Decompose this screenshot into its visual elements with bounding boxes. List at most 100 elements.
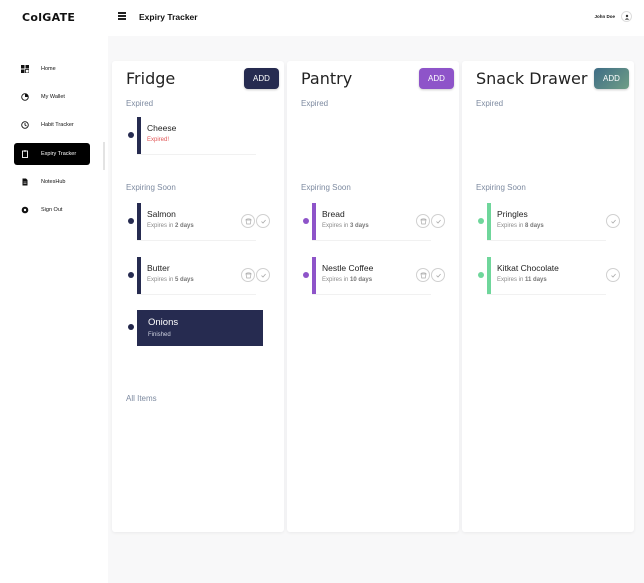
check-button[interactable] — [431, 214, 445, 228]
wallet-icon — [14, 93, 36, 101]
panel-title: Snack Drawer — [476, 69, 588, 88]
list-item[interactable]: Butter Expires in 5 days — [126, 257, 276, 295]
bin-icon — [245, 218, 251, 224]
check-button[interactable] — [256, 268, 270, 282]
check-icon — [435, 219, 441, 224]
sidebar-item-home[interactable]: Home — [14, 58, 90, 80]
sidebar-item-my-wallet[interactable]: My Wallet — [14, 86, 90, 108]
expired-section-label: Expired — [301, 99, 329, 108]
item-divider — [137, 154, 256, 155]
item-name: Nestle Coffee — [322, 263, 374, 273]
sidebar-item-noteshub[interactable]: NotesHub — [14, 171, 90, 193]
check-button[interactable] — [606, 268, 620, 282]
finish-button[interactable] — [241, 214, 255, 228]
check-button[interactable] — [256, 214, 270, 228]
check-icon — [260, 273, 266, 278]
expiry-unit: days — [531, 277, 547, 283]
list-item[interactable]: Salmon Expires in 2 days — [126, 203, 276, 241]
all-items-label[interactable]: All Items — [126, 394, 157, 403]
item-name: Kitkat Chocolate — [497, 263, 559, 273]
expiry-days: 2 — [175, 223, 179, 229]
expiring-soon-section-label: Expiring Soon — [126, 183, 176, 192]
expiry-days: 10 — [350, 277, 357, 283]
item-expiry: Expires in 8 days — [497, 223, 544, 229]
item-bar — [312, 257, 316, 294]
item-name: Bread — [322, 209, 345, 219]
expiry-prefix: Expires in — [497, 277, 526, 283]
finish-button[interactable] — [416, 214, 430, 228]
check-icon — [260, 219, 266, 224]
expired-section-label: Expired — [126, 99, 154, 108]
main-content: Fridge ADD Expired Cheese Expired! Expir… — [108, 36, 644, 583]
top-bar: Expiry Tracker John Doe — [108, 0, 644, 36]
bin-icon — [420, 218, 426, 224]
sidebar-item-label: Expiry Tracker — [41, 151, 77, 157]
item-expiry: Expires in 10 days — [322, 277, 372, 283]
check-icon — [610, 273, 616, 278]
expired-section-label: Expired — [476, 99, 504, 108]
item-expiry: Expires in 11 days — [497, 277, 547, 283]
check-button[interactable] — [606, 214, 620, 228]
power-icon — [14, 206, 36, 214]
panel-title: Fridge — [126, 69, 176, 88]
panel-title: Pantry — [301, 69, 353, 88]
expiry-unit: days — [356, 277, 373, 283]
finish-button[interactable] — [416, 268, 430, 282]
list-item[interactable]: Bread Expires in 3 days — [301, 203, 451, 241]
fridge-panel: Fridge ADD Expired Cheese Expired! Expir… — [112, 61, 284, 532]
sidebar-item-label: NotesHub — [41, 179, 66, 185]
finished-item[interactable]: Onions Finished — [126, 310, 276, 346]
item-bar — [312, 203, 316, 240]
item-bar — [487, 203, 491, 240]
snack-drawer-panel: Snack Drawer ADD Expired Expiring Soon P… — [462, 61, 634, 532]
item-dot — [478, 218, 484, 224]
expiry-days: 5 — [175, 277, 179, 283]
active-indicator — [103, 142, 105, 170]
list-item[interactable]: Pringles Expires in 8 days — [476, 203, 626, 241]
item-name: Cheese — [147, 123, 177, 133]
item-expiry: Expires in 3 days — [322, 223, 369, 229]
item-dot — [128, 324, 134, 330]
item-dot — [128, 272, 134, 278]
sidebar-item-habit-tracker[interactable]: Habit Tracker — [14, 114, 90, 136]
item-divider — [312, 294, 431, 295]
list-item[interactable]: Kitkat Chocolate Expires in 11 days — [476, 257, 626, 295]
app-logo: ColGATE — [22, 11, 76, 24]
check-icon — [435, 273, 441, 278]
menu-icon[interactable] — [118, 12, 126, 20]
item-expiry: Expires in 2 days — [147, 223, 194, 229]
expiry-days: 8 — [525, 223, 529, 229]
item-dot — [128, 218, 134, 224]
finished-block — [137, 310, 263, 346]
check-button[interactable] — [431, 268, 445, 282]
item-divider — [487, 294, 606, 295]
list-item[interactable]: Nestle Coffee Expires in 10 days — [301, 257, 451, 295]
expiry-unit: days — [178, 277, 194, 283]
user-avatar-icon[interactable] — [621, 11, 632, 22]
bin-icon — [420, 272, 426, 278]
expiry-prefix: Expires in — [322, 277, 351, 283]
item-dot — [303, 218, 309, 224]
page-title: Expiry Tracker — [139, 12, 198, 22]
item-bar — [487, 257, 491, 294]
sidebar-item-label: My Wallet — [41, 94, 65, 100]
sidebar-item-expiry-tracker[interactable]: Expiry Tracker — [14, 143, 90, 165]
sidebar-item-sign-out[interactable]: Sign Out — [14, 199, 90, 221]
pantry-panel: Pantry ADD Expired Expiring Soon Bread E… — [287, 61, 459, 532]
item-expiry: Expires in 5 days — [147, 277, 194, 283]
expiry-unit: days — [178, 223, 194, 229]
item-divider — [487, 240, 606, 241]
expiry-prefix: Expires in — [497, 223, 526, 229]
item-name: Pringles — [497, 209, 528, 219]
expiry-unit: days — [528, 223, 544, 229]
expiry-unit: days — [353, 223, 369, 229]
pantry-add-button[interactable]: ADD — [419, 68, 454, 89]
sidebar-item-label: Habit Tracker — [41, 122, 74, 128]
expiry-prefix: Expires in — [147, 277, 176, 283]
bin-icon — [245, 272, 251, 278]
snack-drawer-add-button[interactable]: ADD — [594, 68, 629, 89]
list-item[interactable]: Cheese Expired! — [126, 117, 276, 155]
user-name[interactable]: John Doe — [594, 14, 615, 19]
finish-button[interactable] — [241, 268, 255, 282]
fridge-add-button[interactable]: ADD — [244, 68, 279, 89]
